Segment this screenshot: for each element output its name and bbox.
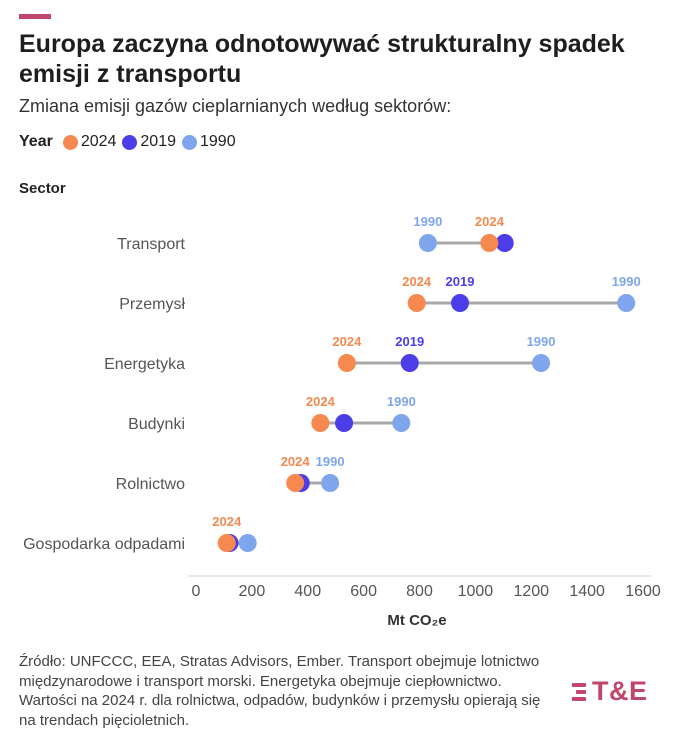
- legend-label-1990: 1990: [200, 133, 236, 150]
- dumbbell-chart: 0 200 400 600 800 1000 1200 1400 1600 Mt CO₂e Tran…: [23, 214, 661, 629]
- x-axis-title: Mt CO₂e: [387, 612, 446, 629]
- te-logo: T&E: [572, 676, 648, 707]
- data-label-2024: 2024: [212, 514, 242, 529]
- x-tick-label: 800: [406, 583, 433, 600]
- legend-item-2024: 2024: [62, 133, 117, 151]
- dot-2024: [311, 414, 330, 432]
- legend-dot-2024: [62, 134, 78, 150]
- dot-2019: [400, 354, 419, 372]
- x-tick-label: 1400: [569, 583, 605, 600]
- category-label: Rolnictwo: [116, 476, 185, 493]
- category-label: Energetyka: [104, 356, 185, 373]
- dot-2024: [217, 534, 236, 552]
- legend-dot-1990: [182, 134, 197, 150]
- x-tick-label: 1200: [513, 583, 549, 600]
- legend-item-1990: 1990: [182, 133, 236, 151]
- category-label: Budynki: [128, 416, 185, 433]
- dot-2024: [407, 294, 426, 312]
- dot-1990: [532, 354, 551, 372]
- category-label: Gospodarka odpadami: [23, 536, 185, 553]
- y-axis-title: Sector: [19, 180, 66, 197]
- dot-1990: [238, 534, 257, 552]
- x-tick-label: 200: [239, 583, 266, 600]
- dot-1990: [418, 234, 437, 252]
- dot-2024: [480, 234, 499, 252]
- legend-item-2019: 2019: [122, 133, 176, 151]
- data-label-2024: 2024: [475, 214, 505, 229]
- dot-2024: [286, 474, 305, 492]
- x-tick-label: 0: [192, 583, 201, 600]
- accent-bar: [19, 14, 51, 19]
- data-label-2019: 2019: [395, 334, 424, 349]
- legend: Year 2024 2019 1990: [19, 133, 242, 151]
- category-label: Transport: [117, 236, 185, 253]
- x-tick-label: 1000: [458, 583, 494, 600]
- data-label-2019: 2019: [446, 274, 475, 289]
- data-label-2024: 2024: [402, 274, 432, 289]
- dot-2024: [337, 354, 356, 372]
- data-label-1990: 1990: [612, 274, 641, 289]
- data-label-2024: 2024: [332, 334, 362, 349]
- legend-dot-2019: [122, 134, 138, 150]
- logo-text: T&E: [592, 676, 648, 706]
- logo-mark-icon: [572, 682, 586, 701]
- dot-2019: [335, 414, 354, 432]
- dot-2019: [495, 234, 514, 252]
- x-tick-label: 600: [350, 583, 377, 600]
- legend-label-2024: 2024: [80, 133, 117, 150]
- chart-subtitle: Zmiana emisji gazów cieplarnianych wedłu…: [19, 96, 452, 116]
- data-label-1990: 1990: [527, 334, 556, 349]
- data-label-1990: 1990: [387, 394, 416, 409]
- data-label-2024: 2024: [281, 454, 311, 469]
- data-label-1990: 1990: [413, 214, 442, 229]
- chart-title: Europa zaczyna odnotowywać strukturalny …: [19, 30, 625, 88]
- legend-label-2019: 2019: [140, 133, 176, 150]
- data-label-2024: 2024: [306, 394, 336, 409]
- data-label-1990: 1990: [316, 454, 345, 469]
- legend-title: Year: [19, 133, 53, 150]
- source-note: Źródło: UNFCCC, EEA, Stratas Advisors, E…: [19, 653, 541, 729]
- dot-1990: [617, 294, 636, 312]
- category-label: Przemysł: [119, 296, 185, 313]
- dot-2019: [451, 294, 470, 312]
- dot-1990: [392, 414, 411, 432]
- x-tick-label: 1600: [625, 583, 661, 600]
- x-tick-label: 400: [294, 583, 321, 600]
- dot-1990: [321, 474, 340, 492]
